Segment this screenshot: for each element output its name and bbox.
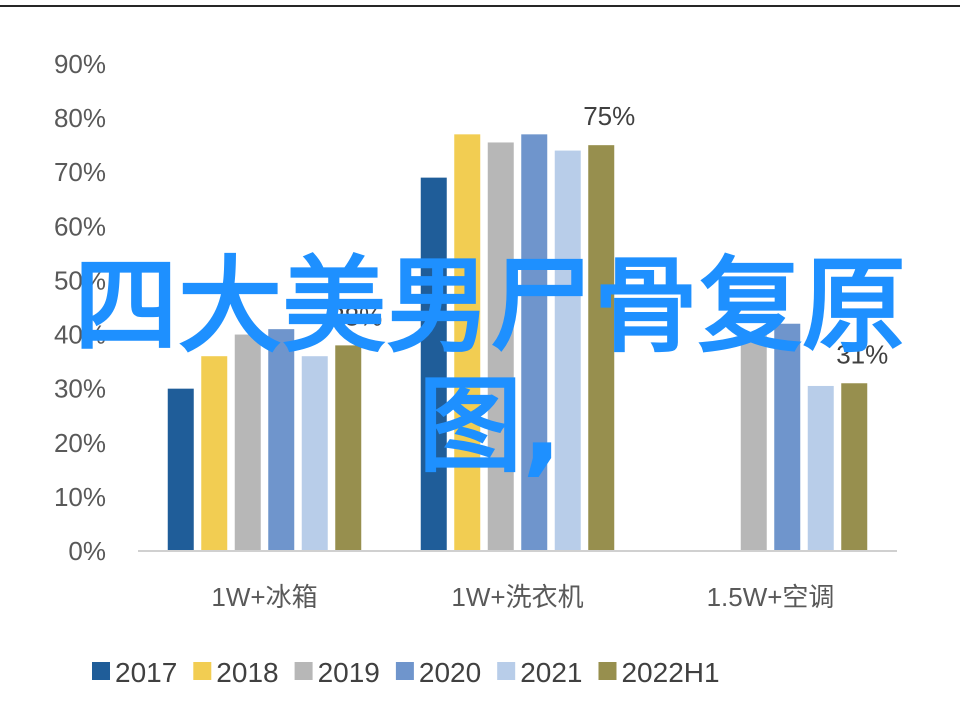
x-axis-categories: 1W+冰箱 1W+洗衣机 1.5W+空调 — [211, 582, 834, 612]
bar-2021 — [807, 385, 834, 551]
bars — [167, 134, 868, 552]
y-tick-label: 70% — [54, 157, 106, 187]
legend-label: 2022H1 — [621, 657, 719, 688]
legend-label: 2020 — [419, 657, 481, 688]
bar-2018 — [201, 356, 228, 551]
legend-swatch — [193, 662, 212, 680]
legend-swatch — [598, 662, 617, 680]
legend-swatch — [294, 662, 313, 680]
y-tick-label: 50% — [54, 265, 106, 295]
bar-2019 — [234, 334, 261, 551]
bar-2021 — [301, 356, 328, 551]
y-tick-label: 10% — [54, 482, 106, 512]
legend-swatch — [497, 662, 516, 680]
watermark-overlay: 四大美男尸骨复原图, — [73, 245, 906, 487]
legend-label: 2021 — [520, 657, 582, 688]
bar-2020 — [774, 323, 801, 551]
bar-2021 — [554, 150, 581, 552]
bar-2017 — [167, 388, 194, 551]
y-tick-label: 80% — [54, 103, 106, 133]
y-tick-label: 20% — [54, 428, 106, 458]
bar-2022h1 — [588, 145, 615, 551]
y-axis: 0% 10% 20% 30% 40% 50% 60% 70% 80% 90% — [54, 49, 106, 566]
bar-2019 — [740, 334, 767, 551]
y-tick-label: 30% — [54, 374, 106, 404]
y-tick-label: 90% — [54, 49, 106, 79]
legend-label: 2017 — [115, 657, 177, 688]
legend: 2017 2018 2019 2020 2021 2022H1 — [92, 657, 720, 688]
y-tick-label: 60% — [54, 211, 106, 241]
bar-2022h1 — [335, 345, 362, 551]
bar-2017 — [420, 177, 447, 551]
y-tick-label: 40% — [54, 320, 106, 350]
x-category-label: 1.5W+空调 — [707, 582, 835, 612]
bar-2018 — [454, 134, 481, 551]
x-category-label: 1W+洗衣机 — [451, 582, 583, 612]
legend-label: 2018 — [216, 657, 278, 688]
legend-label: 2019 — [318, 657, 380, 688]
bar-2022h1 — [841, 383, 868, 551]
data-label: 75% — [583, 101, 635, 131]
bar-2020 — [268, 329, 295, 551]
legend-swatch — [92, 662, 110, 680]
data-label: 38% — [330, 301, 382, 331]
bar-2019 — [487, 142, 514, 551]
bar-2020 — [521, 134, 548, 551]
y-tick-label: 0% — [68, 536, 106, 566]
data-labels: 38% 75% 31% — [330, 101, 888, 369]
legend-swatch — [395, 662, 414, 680]
data-label: 31% — [836, 339, 888, 369]
x-category-label: 1W+冰箱 — [211, 582, 317, 612]
